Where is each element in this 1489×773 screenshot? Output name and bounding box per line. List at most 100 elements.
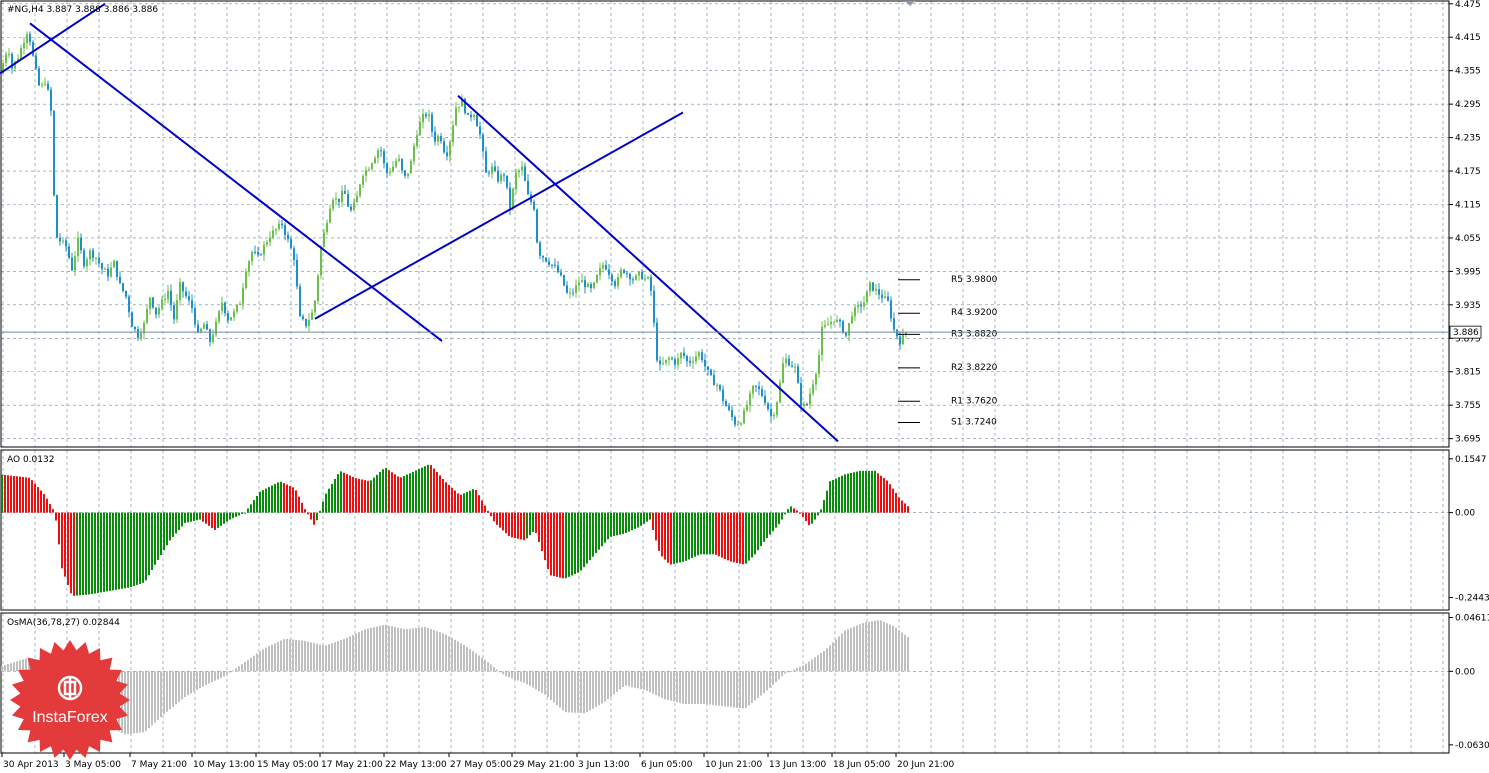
pivot-level-label: R3 3.8820	[951, 329, 998, 339]
ao-bar	[691, 512, 693, 559]
ao-bar	[388, 470, 390, 513]
osma-panel: OsMA(36,78,27) 0.02844	[0, 612, 1450, 754]
ao-bar	[238, 512, 240, 516]
candle-body	[704, 359, 706, 367]
ao-bar	[592, 512, 594, 557]
osma-bar	[139, 671, 141, 733]
ao-bar	[466, 491, 468, 513]
ao-bar	[277, 482, 279, 513]
candle-body	[563, 275, 565, 286]
trendline[interactable]	[29, 22, 443, 342]
osma-bar	[616, 671, 618, 692]
ao-bar	[493, 512, 495, 522]
osma-bar	[559, 671, 561, 708]
trendline[interactable]	[0, 2, 106, 75]
osma-bar	[4, 665, 6, 672]
ao-bar	[706, 512, 708, 555]
osma-bar	[424, 627, 426, 672]
ao-bar	[886, 480, 888, 513]
candle-body	[785, 358, 787, 364]
ao-bar	[745, 512, 747, 564]
candle-body	[398, 158, 400, 161]
price-title: #NG,H4 3.887 3.888 3.886 3.886	[7, 5, 158, 15]
ao-bar	[265, 488, 267, 513]
ao-bar	[136, 512, 138, 585]
candle-body	[644, 278, 646, 280]
ao-bar	[508, 512, 510, 537]
candle-body	[578, 282, 580, 286]
candle-body	[308, 319, 310, 327]
candle-body	[392, 166, 394, 172]
trendline[interactable]	[457, 95, 839, 443]
ao-bar	[85, 512, 87, 595]
osma-bar	[178, 671, 180, 702]
osma-bar	[313, 643, 315, 672]
ao-bar	[10, 475, 12, 513]
candle-body	[653, 290, 655, 323]
ao-bar	[232, 512, 234, 519]
ao-bar	[217, 512, 219, 528]
price-axis-label: 4.055	[1455, 234, 1481, 244]
candle-body	[815, 374, 817, 385]
osma-bar	[757, 671, 759, 699]
ao-bar	[202, 512, 204, 522]
osma-bar	[154, 671, 156, 723]
osma-bar	[652, 671, 654, 694]
osma-bar	[562, 671, 564, 711]
osma-bar	[295, 639, 297, 672]
osma-bar	[151, 671, 153, 726]
candle-body	[605, 265, 607, 270]
ao-bar	[523, 512, 525, 541]
ao-bar	[901, 500, 903, 513]
ao-panel-border	[0, 449, 1450, 611]
time-axis-label: 10 May 13:00	[193, 760, 255, 770]
osma-bar	[658, 671, 660, 697]
ao-bar	[298, 496, 300, 513]
candle-body	[791, 365, 793, 367]
ao-bar	[451, 487, 453, 513]
osma-bar	[766, 671, 768, 691]
candle-body	[269, 237, 271, 243]
candle-body	[299, 286, 301, 317]
osma-bar	[574, 671, 576, 713]
chart-shift-marker-icon[interactable]	[905, 1, 915, 6]
osma-bar	[253, 655, 255, 672]
candle-body	[44, 83, 46, 85]
ao-bar	[58, 512, 60, 545]
price-axis-label: 3.695	[1455, 435, 1481, 445]
osma-bar	[637, 671, 639, 689]
osma-bar	[763, 671, 765, 694]
candle-body	[251, 251, 253, 262]
candle-body	[527, 180, 529, 195]
ao-bar	[571, 512, 573, 576]
ao-bar	[82, 512, 84, 596]
candle-body	[485, 151, 487, 173]
ao-bar	[235, 512, 237, 517]
candle-body	[896, 329, 898, 337]
trendline[interactable]	[314, 111, 684, 320]
osma-bar	[760, 671, 762, 696]
osma-bar	[256, 653, 258, 672]
osma-bar	[391, 626, 393, 672]
osma-bar	[802, 665, 804, 672]
ao-bar	[712, 512, 714, 555]
osma-bar	[427, 628, 429, 672]
osma-bar	[244, 662, 246, 672]
osma-bar	[169, 671, 171, 710]
candle-body	[140, 333, 142, 339]
osma-bar	[202, 671, 204, 687]
osma-bar	[163, 671, 165, 715]
osma-bar	[541, 671, 543, 693]
osma-bar	[226, 671, 228, 675]
ao-bar	[604, 512, 606, 543]
osma-bar	[883, 621, 885, 672]
ao-bar	[133, 512, 135, 586]
candle-body	[872, 282, 874, 291]
candle-body	[272, 230, 274, 238]
candle-body	[431, 114, 433, 132]
osma-bar	[220, 671, 222, 678]
trendlines[interactable]	[0, 2, 839, 443]
candle-body	[14, 61, 16, 69]
candle-body	[215, 321, 217, 335]
